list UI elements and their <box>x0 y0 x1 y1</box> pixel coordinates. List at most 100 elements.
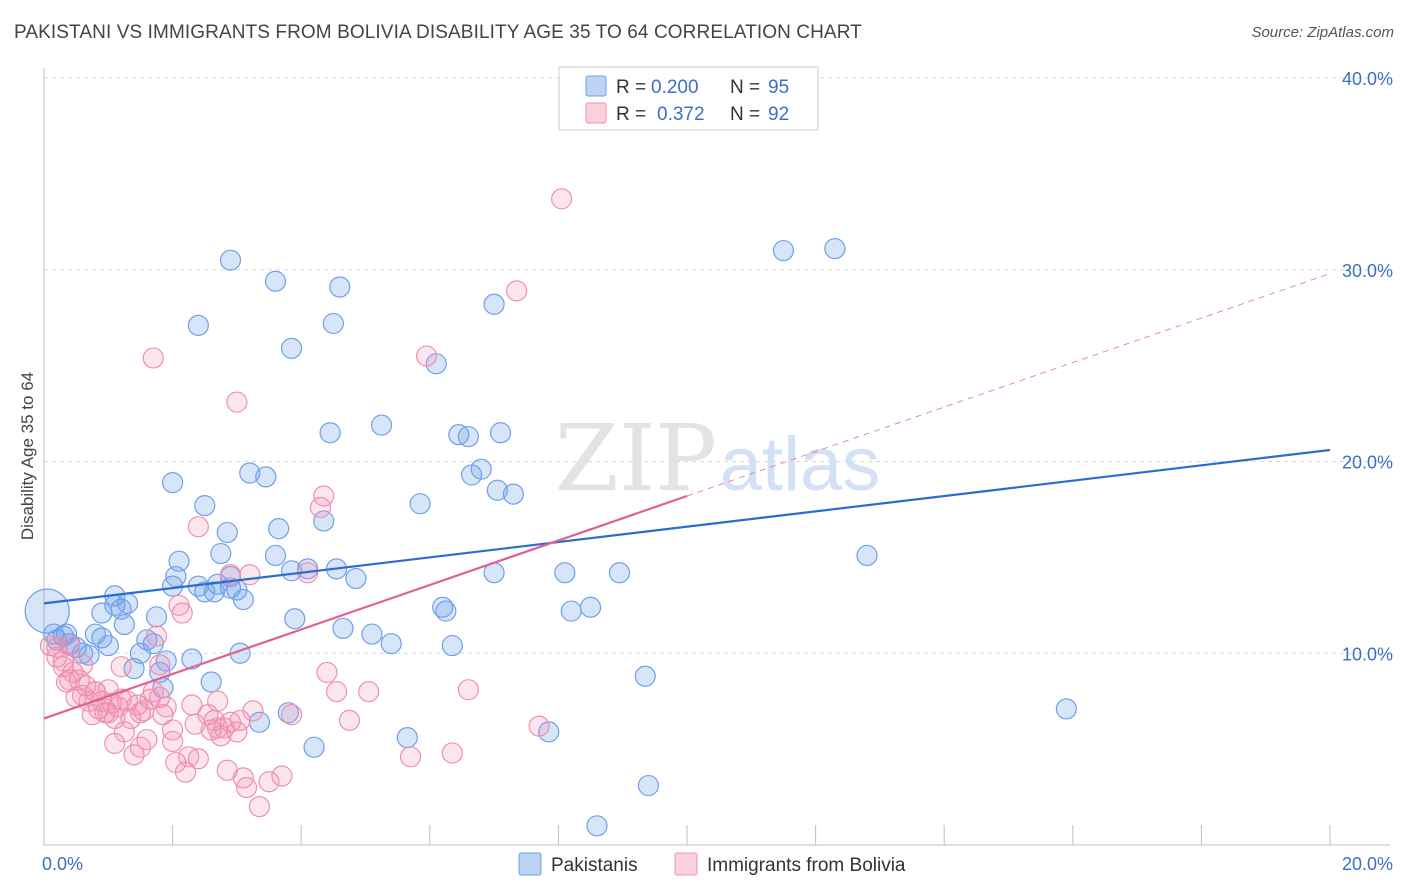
pakistanis-point <box>255 466 277 488</box>
pakistanis-point <box>200 671 222 693</box>
legend-label-pakistanis: Pakistanis <box>551 855 638 876</box>
y-tick-label: 30.0% <box>1342 261 1393 281</box>
bolivia-point <box>338 709 361 731</box>
pakistanis-point <box>264 544 287 567</box>
stats-n-value-pakistanis: 95 <box>768 77 789 98</box>
stats-n-label-pakistanis: N = <box>730 77 760 98</box>
stats-legend: R = 0.200 N = 95 R = 0.372 N = 92 <box>558 66 819 131</box>
pakistanis-point <box>280 560 303 582</box>
pakistanis-point <box>181 648 203 670</box>
bolivia-point <box>187 748 209 770</box>
pakistanis-point <box>608 562 631 584</box>
pakistanis-point <box>489 422 512 444</box>
pakistanis-point <box>329 276 351 298</box>
stats-r-value-bolivia: 0.372 <box>657 104 705 125</box>
x-tick-label: 20.0% <box>1342 854 1393 874</box>
bolivia-point <box>110 656 132 678</box>
bolivia-point <box>313 485 335 507</box>
pakistanis-point <box>216 521 238 544</box>
bolivia-point <box>149 654 171 676</box>
y-tick-label: 40.0% <box>1342 69 1393 89</box>
pakistanis-point <box>483 293 505 315</box>
bolivia-trend-line-extension <box>686 273 1331 497</box>
bolivia-point <box>113 721 135 743</box>
bolivia-point <box>162 719 184 741</box>
bolivia-point <box>207 690 229 712</box>
pakistanis-point <box>303 736 325 758</box>
pakistanis-point <box>409 493 431 515</box>
pakistanis-point <box>1055 698 1077 720</box>
tick-labels: 10.0% 20.0% 30.0% 40.0% 0.0% 20.0% <box>42 69 1393 874</box>
pakistanis-point <box>637 774 660 797</box>
pakistanis-point <box>145 606 168 628</box>
y-axis-title: Disability Age 35 to 64 <box>18 372 37 540</box>
stats-legend-swatch-bolivia <box>585 102 607 124</box>
bolivia-point <box>280 704 303 726</box>
pakistanis-point <box>113 613 135 636</box>
pakistanis-point <box>554 562 576 584</box>
bolivia-point <box>457 679 479 701</box>
pakistanis-point <box>97 634 119 657</box>
stats-r-label-pakistanis: R = <box>616 77 646 98</box>
bottom-legend: Pakistanis Immigrants from Bolivia <box>518 852 906 876</box>
pakistanis-point <box>322 312 344 335</box>
pakistanis-point <box>194 495 216 517</box>
bolivia-point <box>239 564 261 586</box>
stats-n-value-bolivia: 92 <box>768 104 789 125</box>
legend-swatch-pakistanis <box>518 852 542 876</box>
pakistanis-point <box>162 471 184 494</box>
bolivia-point <box>235 776 258 799</box>
pakistanis-point <box>380 633 402 655</box>
pakistanis-point <box>370 414 393 436</box>
pakistanis-point <box>155 650 177 672</box>
pakistanis-point <box>441 634 463 657</box>
bolivia-point <box>316 661 338 684</box>
bolivia-point <box>248 796 271 818</box>
bolivia-point <box>226 391 248 413</box>
pakistanis-point <box>332 617 354 639</box>
legend-label-bolivia: Immigrants from Bolivia <box>707 855 906 876</box>
bolivia-point <box>46 636 68 659</box>
pakistanis-point <box>824 238 846 260</box>
axes <box>43 68 1390 846</box>
pakistanis-point <box>239 462 261 484</box>
bolivia-point <box>162 730 184 753</box>
legend-swatch-bolivia <box>674 852 698 876</box>
bolivia-point <box>399 746 422 768</box>
pakistanis-point <box>579 596 602 618</box>
bolivia-point <box>52 650 74 672</box>
pakistanis-point <box>856 544 878 567</box>
pakistanis-point <box>361 623 383 645</box>
trend-lines <box>43 273 1331 720</box>
pakistanis-point <box>168 550 190 572</box>
pakistanis-point <box>345 567 367 590</box>
pakistanis-point <box>772 239 795 262</box>
bolivia-point <box>271 765 293 787</box>
pakistanis-point <box>284 608 306 630</box>
pakistanis-point <box>435 600 457 622</box>
bolivia-point <box>441 742 463 764</box>
pakistanis-point <box>457 425 479 448</box>
bolivia-point <box>325 680 348 703</box>
bolivia-point <box>59 669 81 691</box>
pakistanis-point <box>560 600 582 622</box>
bolivia-point <box>97 702 119 724</box>
bolivia-point <box>506 280 528 302</box>
y-tick-label: 20.0% <box>1342 453 1393 473</box>
data-points <box>24 188 1077 837</box>
chart-title: PAKISTANI VS IMMIGRANTS FROM BOLIVIA DIS… <box>14 22 862 43</box>
bolivia-point <box>551 188 573 210</box>
pakistanis-point <box>210 542 232 565</box>
bolivia-point <box>258 771 280 793</box>
watermark-zip: ZIP <box>555 405 717 512</box>
bolivia-trend-line <box>43 494 688 720</box>
pakistanis-point <box>280 337 303 359</box>
pakistanis-point <box>268 518 290 540</box>
pakistanis-point <box>502 483 524 505</box>
pakistanis-point <box>470 458 492 480</box>
bolivia-point <box>142 347 164 369</box>
pakistanis-point <box>187 314 209 336</box>
pakistanis-point <box>116 592 139 614</box>
pakistanis-point <box>264 270 287 292</box>
